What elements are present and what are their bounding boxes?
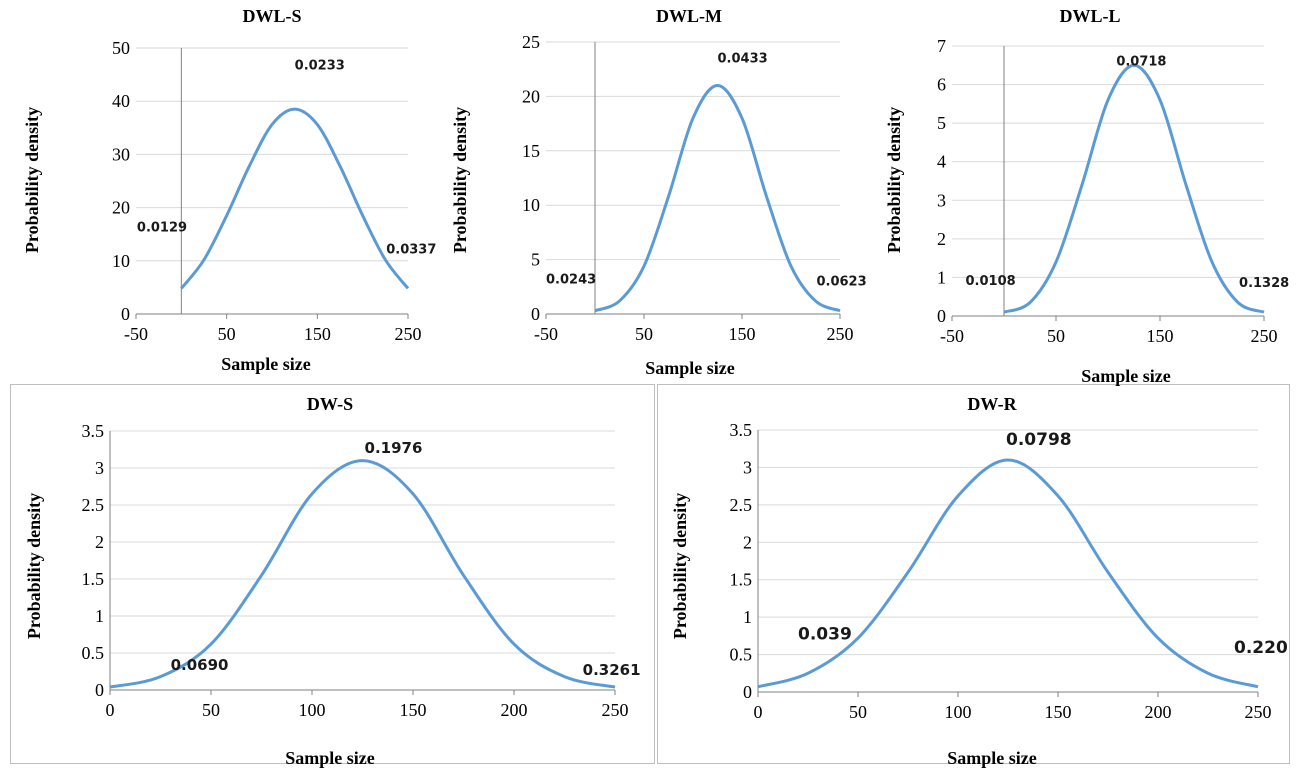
x-tick-label: 150 [1147, 326, 1174, 346]
data-annotation: 0.0337 [386, 242, 436, 257]
y-tick-label: 6 [937, 75, 946, 95]
y-tick-label: 0 [121, 304, 130, 324]
series-line [594, 84, 841, 313]
y-tick-label: 25 [522, 32, 540, 52]
y-tick-label: 50 [112, 38, 130, 58]
x-tick-label: 250 [1251, 326, 1278, 346]
x-axis-label: Sample size [1081, 366, 1171, 386]
y-tick-label: 0 [937, 306, 946, 326]
x-tick-label: -50 [534, 324, 558, 344]
y-axis-label: Probability density [884, 107, 904, 253]
series-line [1003, 63, 1265, 314]
x-tick-label: 150 [729, 324, 756, 344]
chart-title: DWL-M [656, 6, 722, 26]
y-axis-label: Probability density [450, 107, 470, 253]
y-axis-label: Probability density [22, 107, 42, 253]
data-annotation: 0.1328 [1239, 276, 1289, 291]
y-tick-label: 5 [937, 113, 946, 133]
data-annotation: 0.0129 [137, 221, 187, 236]
x-tick-label: -50 [124, 324, 148, 344]
y-tick-label: 40 [112, 91, 130, 111]
x-axis-label: Sample size [645, 358, 735, 378]
data-annotation: 0.0233 [295, 58, 345, 73]
series-line [180, 107, 410, 290]
x-axis-label: Sample size [221, 354, 311, 374]
x-tick-label: 50 [635, 324, 653, 344]
data-annotation: 0.0243 [546, 273, 596, 288]
data-annotation: 0.0623 [816, 275, 866, 290]
x-tick-label: 50 [218, 324, 236, 344]
y-tick-label: 20 [112, 198, 130, 218]
data-annotation: 0.0108 [966, 274, 1016, 289]
y-tick-label: 2 [937, 229, 946, 249]
x-tick-label: 250 [395, 324, 422, 344]
x-tick-label: -50 [940, 326, 964, 346]
y-tick-label: 20 [522, 86, 540, 106]
chart-frame-dw-s [10, 384, 655, 764]
x-tick-label: 250 [827, 324, 854, 344]
y-tick-label: 10 [522, 195, 540, 215]
chart-title: DWL-S [242, 6, 301, 26]
y-tick-label: 4 [937, 152, 946, 172]
y-tick-label: 30 [112, 144, 130, 164]
y-tick-label: 7 [937, 36, 946, 56]
x-tick-label: 50 [1047, 326, 1065, 346]
y-tick-label: 1 [937, 267, 946, 287]
y-tick-label: 10 [112, 251, 130, 271]
x-tick-label: 150 [304, 324, 331, 344]
y-tick-label: 0 [531, 304, 540, 324]
y-tick-label: 5 [531, 250, 540, 270]
data-annotation: 0.0718 [1116, 54, 1166, 69]
y-tick-label: 15 [522, 141, 540, 161]
chart-title: DWL-L [1059, 6, 1120, 26]
data-annotation: 0.0433 [718, 52, 768, 67]
y-tick-label: 3 [937, 190, 946, 210]
chart-frame-dw-r [657, 384, 1290, 764]
